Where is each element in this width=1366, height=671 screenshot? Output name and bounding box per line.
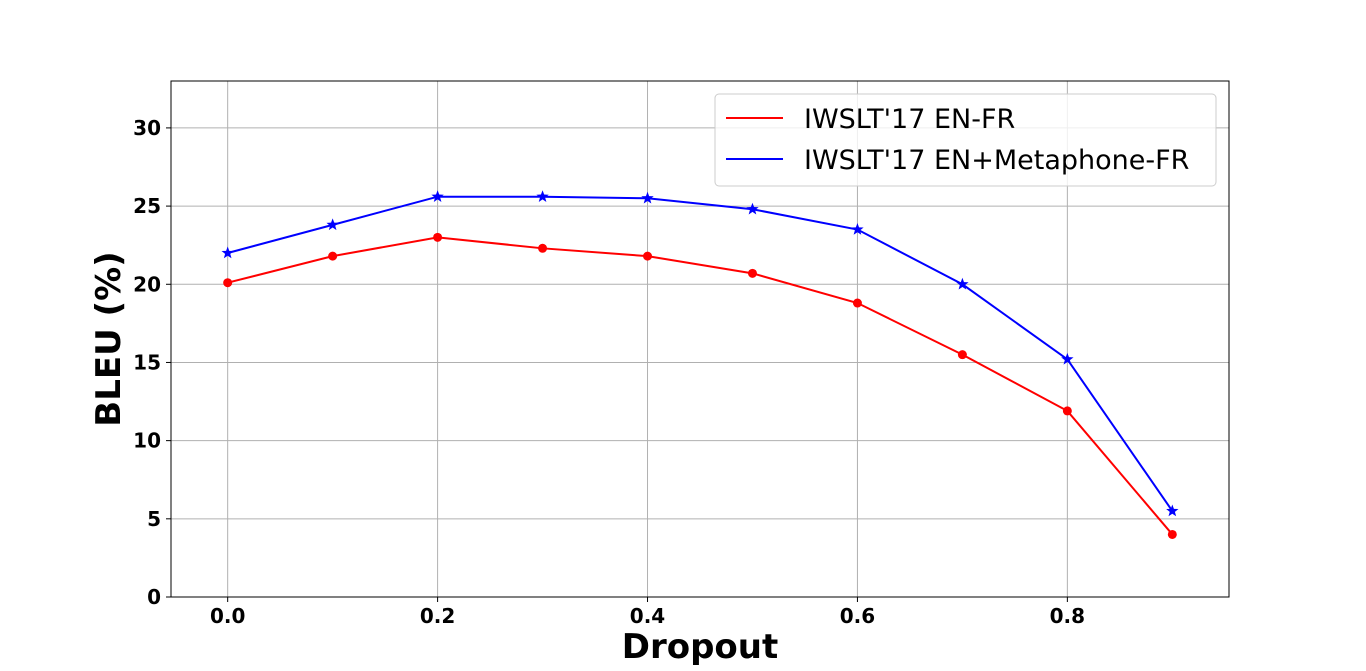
y-tick-label: 25 (133, 194, 161, 218)
y-axis-ticks: 0 5 10 15 20 25 30 (133, 116, 171, 609)
data-point (1166, 504, 1179, 517)
series-2 (221, 190, 1179, 517)
y-tick-label: 5 (147, 507, 161, 531)
series-group (221, 190, 1179, 539)
data-point (433, 232, 443, 242)
data-point (536, 190, 549, 202)
series-line (227, 236, 1174, 536)
x-tick-label: 0.8 (1050, 604, 1085, 628)
data-point (431, 190, 444, 202)
x-tick-label: 0.2 (420, 604, 455, 628)
legend-box (714, 93, 1217, 187)
data-point (746, 202, 759, 215)
data-point (221, 246, 234, 259)
y-axis-title: BLEU (%) (89, 251, 129, 426)
y-tick-label: 20 (133, 272, 161, 296)
data-point (641, 191, 654, 204)
data-point (1167, 529, 1177, 539)
legend-label: IWSLT'17 EN+Metaphone-FR (804, 145, 1189, 176)
x-tick-label: 0.0 (210, 604, 245, 628)
data-point (851, 223, 864, 235)
legend: IWSLT'17 EN-FR IWSLT'17 EN+Metaphone-FR (714, 93, 1217, 187)
plot-area-frame (170, 80, 1230, 598)
data-point (1061, 352, 1074, 365)
data-point (223, 278, 233, 288)
y-tick-label: 15 (133, 350, 161, 374)
data-point (328, 251, 338, 261)
x-tick-label: 0.4 (630, 604, 665, 628)
legend-label: IWSLT'17 EN-FR (804, 104, 1015, 135)
x-axis-ticks: 0.0 0.2 0.4 0.6 0.8 (210, 597, 1085, 628)
data-point (1062, 406, 1072, 416)
data-point (957, 350, 967, 360)
data-point (852, 298, 862, 308)
data-point (956, 277, 969, 290)
data-point (747, 268, 757, 278)
x-axis-title: Dropout (622, 627, 779, 667)
data-point (538, 243, 548, 253)
data-point (326, 218, 339, 231)
series-line (227, 195, 1174, 512)
y-tick-label: 0 (147, 585, 161, 609)
data-point (643, 251, 653, 261)
x-tick-label: 0.6 (840, 604, 875, 628)
y-tick-label: 30 (133, 116, 161, 140)
series-1 (223, 232, 1177, 539)
y-tick-label: 10 (133, 429, 161, 453)
